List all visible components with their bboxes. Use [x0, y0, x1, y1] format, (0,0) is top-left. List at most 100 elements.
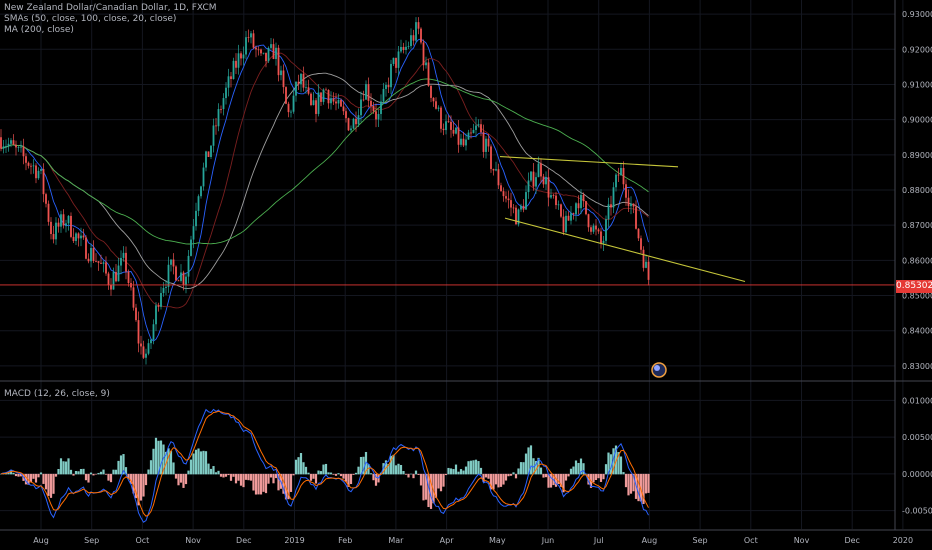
macd-histogram-bar — [447, 467, 450, 475]
macd-axis[interactable]: 0.01000 0.00500 0.00000 -0.00500 — [902, 396, 932, 515]
macd-histogram-bar — [72, 473, 75, 476]
ma-indicator-label[interactable]: MA (200, close) — [4, 25, 74, 35]
macd-histogram-bar — [629, 473, 633, 494]
macd-histogram-bar — [569, 468, 573, 475]
candle-body — [517, 209, 520, 225]
macd-histogram-bar — [309, 473, 313, 481]
sma-indicator-label[interactable]: SMAs (50, close, 100, close, 20, close) — [4, 14, 177, 24]
candle-body — [450, 121, 452, 130]
macd-histogram-bar — [114, 469, 118, 475]
macd-histogram-bar — [87, 473, 90, 483]
price-axis[interactable]: 0.93000 0.92000 0.91000 0.90000 0.89000 0.880… — [902, 10, 932, 371]
macd-histogram-bar — [307, 472, 310, 475]
candle-body — [75, 233, 77, 242]
candle-body — [385, 84, 387, 89]
candle-body — [600, 231, 602, 244]
price-tick-label: 0.88000 — [902, 186, 932, 195]
candle-body — [560, 204, 562, 217]
macd-histogram-bar — [342, 473, 345, 479]
macd-histogram-bar — [52, 473, 55, 494]
macd-indicator-label[interactable]: MACD (12, 26, close, 9) — [4, 389, 110, 399]
macd-histogram-bar — [457, 471, 460, 475]
macd-histogram-bar — [599, 473, 603, 482]
macd-histogram-bar — [124, 467, 128, 475]
price-tick-label: 0.83000 — [902, 362, 932, 371]
macd-histogram-bar — [34, 473, 38, 483]
globe-icon[interactable] — [651, 362, 667, 378]
candle-body — [132, 287, 135, 308]
macd-histogram-bar — [414, 470, 418, 475]
candle-body — [417, 22, 420, 29]
candle-body — [512, 207, 515, 209]
macd-histogram-bar — [312, 473, 315, 479]
macd-histogram-bar — [79, 468, 83, 475]
candle-body — [297, 81, 300, 85]
candle-body — [35, 165, 37, 179]
candle-body — [45, 194, 47, 204]
candle-body — [200, 186, 202, 197]
candle-body — [245, 37, 247, 55]
candle-body — [282, 70, 285, 88]
candle-body — [532, 171, 535, 187]
time-axis[interactable]: Aug Sep Oct Nov Dec 2019 Feb Mar Apr May Jun Jul Aug… — [33, 536, 913, 545]
candle-body — [30, 165, 32, 167]
candle-body — [470, 132, 472, 134]
candle-body — [537, 163, 540, 178]
macd-histogram-bar — [352, 473, 355, 475]
macd-histogram-bar — [177, 473, 180, 486]
candle-body — [577, 203, 580, 209]
candle-body — [195, 210, 197, 227]
candle-body — [397, 51, 400, 68]
candle-body — [637, 228, 640, 239]
macd-histogram-bar — [297, 457, 300, 475]
macd-histogram-bar — [499, 473, 503, 487]
macd-histogram-bar — [442, 473, 445, 487]
candle-body — [315, 100, 317, 114]
candle-body — [415, 22, 417, 41]
macd-histogram-bar — [74, 470, 78, 475]
macd-tick-label: 0.00500 — [902, 433, 932, 442]
macd-histogram-bar — [539, 467, 543, 475]
candle-body — [275, 47, 277, 59]
candle-body — [447, 121, 450, 123]
macd-tick-label: -0.00500 — [902, 507, 932, 516]
candle-body — [505, 196, 507, 199]
candle-body — [377, 113, 380, 120]
candle-body — [187, 255, 190, 277]
macd-histogram-bar — [514, 473, 518, 479]
time-tick-label: Sep — [84, 536, 99, 545]
macd-histogram-bar — [524, 453, 528, 475]
trendlines[interactable] — [499, 156, 746, 283]
symbol-title[interactable]: New Zealand Dollar/Canadian Dollar, 1D, … — [4, 3, 217, 13]
candle-body — [127, 271, 130, 284]
macd-histogram-bar — [139, 473, 143, 501]
time-tick-label: Sep — [693, 536, 708, 545]
macd-histogram-bar — [452, 469, 455, 475]
candle-body — [595, 225, 597, 230]
candle-body — [640, 238, 642, 250]
candle-body — [257, 49, 260, 51]
macd-histogram-bar — [597, 473, 600, 479]
macd-histogram-bar — [239, 473, 243, 486]
candle-body — [87, 258, 90, 262]
macd-histogram-bar — [374, 473, 378, 486]
macd-histogram-bar — [587, 473, 590, 485]
candlestick-series — [0, 17, 650, 365]
candle-body — [477, 124, 480, 126]
candle-body — [62, 214, 65, 226]
candle-body — [287, 103, 290, 113]
moving-average-lines — [0, 38, 649, 342]
macd-histogram-bar — [322, 464, 325, 475]
price-tick-label: 0.89000 — [902, 151, 932, 160]
macd-histogram-bar — [189, 459, 193, 475]
candle-body — [240, 53, 242, 59]
candle-body — [277, 47, 280, 76]
candle-body — [292, 95, 295, 112]
candle-body — [310, 93, 312, 106]
macd-histogram-bar — [39, 472, 43, 475]
chart-legend: New Zealand Dollar/Canadian Dollar, 1D, … — [4, 3, 217, 36]
macd-histogram-bar — [354, 472, 358, 475]
candle-body — [490, 146, 492, 169]
macd-histogram-bar — [559, 473, 563, 487]
